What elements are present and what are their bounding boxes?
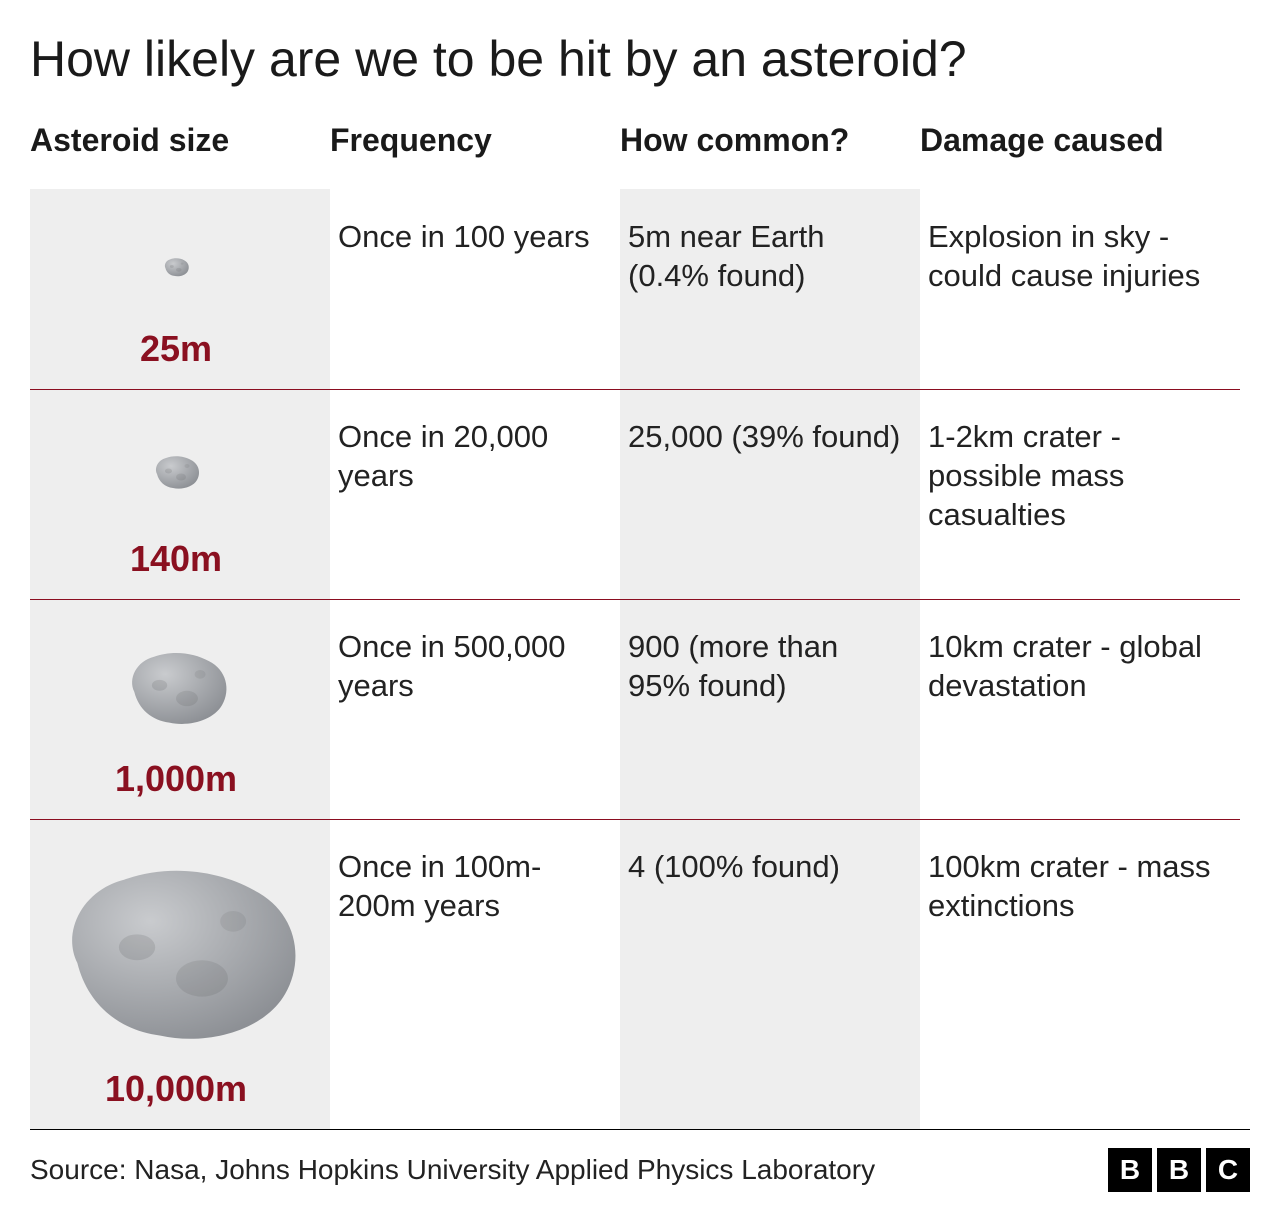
column-header-damage: Damage caused — [920, 122, 1240, 189]
page-title: How likely are we to be hit by an astero… — [30, 30, 1250, 88]
common-cell: 900 (more than 95% found) — [620, 599, 920, 819]
size-cell: 25m — [30, 189, 330, 389]
column-header-common: How common? — [620, 122, 920, 189]
common-cell: 4 (100% found) — [620, 819, 920, 1129]
frequency-cell: Once in 100 years — [330, 189, 620, 389]
frequency-cell: Once in 20,000 years — [330, 389, 620, 599]
asteroid-icon — [121, 622, 231, 752]
frequency-cell: Once in 100m-200m years — [330, 819, 620, 1129]
footer: Source: Nasa, Johns Hopkins University A… — [30, 1129, 1250, 1210]
damage-cell: Explosion in sky - could cause injuries — [920, 189, 1240, 389]
asteroid-icon — [46, 842, 306, 1062]
size-label: 140m — [130, 536, 222, 581]
column-header-frequency: Frequency — [330, 122, 620, 189]
bbc-logo-letter: B — [1157, 1148, 1201, 1192]
common-cell: 25,000 (39% found) — [620, 389, 920, 599]
size-cell: 1,000m — [30, 599, 330, 819]
damage-cell: 100km crater - mass extinctions — [920, 819, 1240, 1129]
infographic-container: How likely are we to be hit by an astero… — [0, 0, 1280, 1192]
bbc-logo-letter: C — [1206, 1148, 1250, 1192]
damage-cell: 1-2km crater - possible mass casualties — [920, 389, 1240, 599]
frequency-cell: Once in 500,000 years — [330, 599, 620, 819]
size-label: 10,000m — [105, 1066, 247, 1111]
size-cell: 10,000m — [30, 819, 330, 1129]
bbc-logo: B B C — [1108, 1148, 1250, 1192]
asteroid-table: Asteroid size Frequency How common? Dama… — [30, 122, 1250, 1129]
common-cell: 5m near Earth (0.4% found) — [620, 189, 920, 389]
bbc-logo-letter: B — [1108, 1148, 1152, 1192]
damage-cell: 10km crater - global devastation — [920, 599, 1240, 819]
size-label: 1,000m — [115, 756, 237, 801]
asteroid-icon — [151, 412, 201, 532]
asteroid-icon — [162, 212, 190, 322]
source-text: Source: Nasa, Johns Hopkins University A… — [30, 1154, 875, 1186]
size-label: 25m — [140, 326, 212, 371]
column-header-size: Asteroid size — [30, 122, 330, 189]
size-cell: 140m — [30, 389, 330, 599]
